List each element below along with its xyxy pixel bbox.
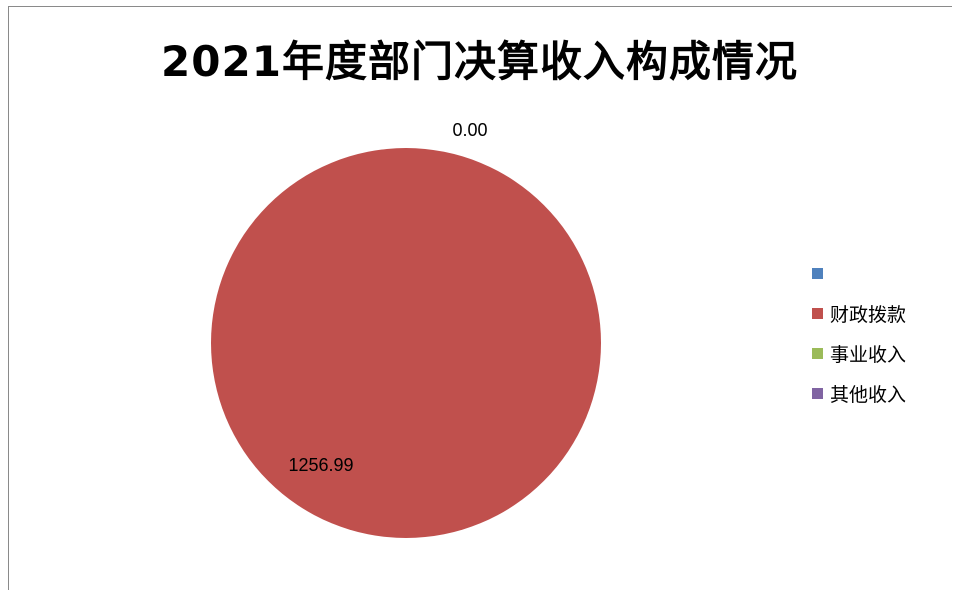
chart-legend: 财政拨款事业收入其他收入 [812, 258, 906, 418]
legend-swatch [812, 387, 823, 399]
legend-swatch [812, 307, 823, 319]
data-label-main: 1256.99 [288, 455, 353, 475]
data-label-zero: 0.00 [452, 120, 487, 140]
chart-title: 2021年度部门决算收入构成情况 [161, 37, 798, 86]
legend-item: 事业收入 [812, 338, 906, 368]
legend-label: 事业收入 [830, 343, 907, 366]
chart-frame [8, 6, 952, 590]
pie-slice-财政拨款 [211, 148, 601, 538]
legend-swatch [812, 267, 823, 279]
legend-swatch [812, 347, 823, 359]
legend-item: 财政拨款 [812, 298, 906, 328]
legend-item [812, 258, 906, 288]
legend-label: 财政拨款 [830, 303, 907, 326]
legend-item: 其他收入 [812, 378, 906, 408]
legend-label: 其他收入 [830, 383, 907, 406]
